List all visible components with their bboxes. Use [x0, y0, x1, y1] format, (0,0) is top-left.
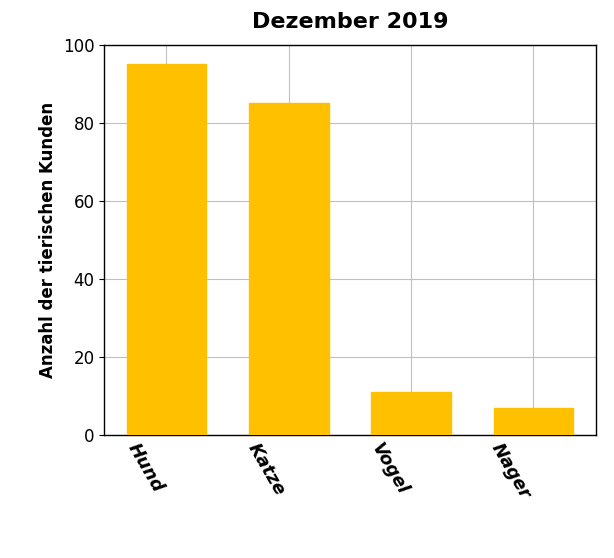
Bar: [126, 64, 206, 435]
Title: Dezember 2019: Dezember 2019: [252, 12, 448, 32]
Bar: [371, 392, 451, 435]
Bar: [494, 408, 573, 435]
Y-axis label: Anzahl der tierischen Kunden: Anzahl der tierischen Kunden: [39, 102, 58, 378]
Bar: [249, 103, 328, 435]
